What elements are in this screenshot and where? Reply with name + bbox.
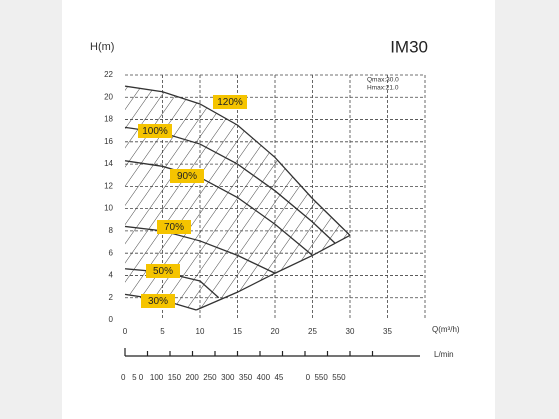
- label-box: [170, 169, 204, 183]
- y-tick-label: 18: [104, 115, 113, 124]
- x-tick-label: 20: [271, 327, 280, 336]
- x2-tick-labels: 0 5 0 100 150 200 250 300 350 400 45 0 5…: [121, 373, 346, 382]
- legend-label: 120%: [217, 97, 243, 108]
- curve: [124, 268, 220, 299]
- y-tick-label: 20: [104, 92, 113, 101]
- label-box: [138, 124, 172, 138]
- x-tick-label: 5: [160, 327, 165, 336]
- x2-axis-label: L/min: [434, 350, 454, 359]
- annotation: Hmax:21.0: [367, 85, 399, 92]
- y-tick-label: 10: [104, 204, 113, 213]
- x-tick-label: 30: [346, 327, 355, 336]
- x-tick-label: 15: [233, 327, 242, 336]
- y-tick-label: 6: [109, 248, 114, 257]
- x-tick-label: 25: [308, 327, 317, 336]
- y-tick-label: 16: [104, 137, 113, 146]
- curve: [124, 160, 313, 256]
- legend-label: 90%: [177, 171, 197, 182]
- curve: [124, 225, 276, 274]
- legend-label: 100%: [142, 126, 168, 137]
- x-tick-label: 10: [196, 327, 205, 336]
- label-box: [213, 95, 247, 109]
- y-tick-label: 12: [104, 181, 113, 190]
- legend-label: 70%: [164, 222, 184, 233]
- y-tick-label: 14: [104, 159, 113, 168]
- y-tick-label: 8: [109, 226, 114, 235]
- y-tick-label: 4: [109, 271, 114, 280]
- boundary: [195, 234, 351, 311]
- annotation: Qmax:30.0: [367, 77, 399, 84]
- label-box: [157, 220, 191, 234]
- y-tick-label: 0: [109, 315, 114, 324]
- chart-title: IM30: [390, 37, 428, 56]
- label-box: [141, 294, 175, 308]
- y-tick-label: 22: [104, 70, 113, 79]
- legend-label: 30%: [148, 296, 168, 307]
- label-box: [146, 264, 180, 278]
- legend-label: 50%: [153, 266, 173, 277]
- y-tick-label: 2: [109, 293, 114, 302]
- y-axis-label: H(m): [90, 41, 114, 53]
- x-tick-label: 35: [383, 327, 392, 336]
- curve: [124, 85, 351, 236]
- x-axis-label: Q(m³/h): [432, 325, 460, 334]
- x-tick-label: 0: [123, 327, 128, 336]
